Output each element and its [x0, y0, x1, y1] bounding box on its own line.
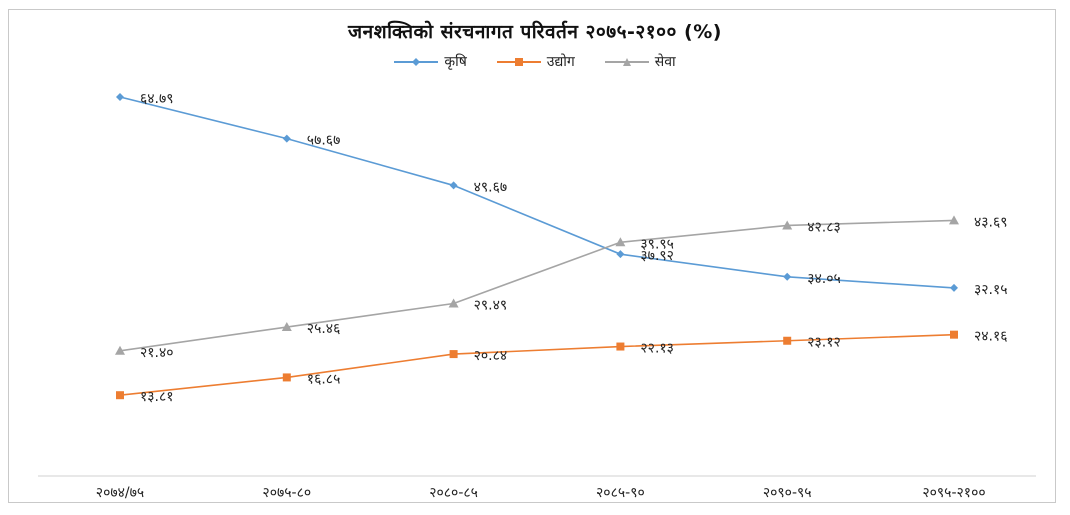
data-point-marker	[449, 350, 458, 359]
data-point-marker	[282, 134, 291, 143]
data-label: ६४.७९	[140, 91, 174, 107]
data-label: ३७.९२	[640, 248, 674, 264]
series-line-0	[119, 96, 955, 289]
data-label: २५.४६	[307, 321, 341, 337]
chart-frame	[8, 9, 1056, 503]
x-tick-label: २०७४/७५	[96, 485, 144, 501]
x-tick-label: २०९५-२१००	[922, 485, 985, 501]
x-tick-label: २०७५-८०	[262, 485, 311, 501]
data-point-marker	[115, 345, 125, 355]
data-point-marker	[616, 250, 625, 259]
data-point-marker	[950, 330, 958, 339]
data-point-marker	[281, 322, 292, 332]
data-point-marker	[282, 373, 291, 382]
data-label: १६.८५	[307, 371, 341, 387]
legend-label-service: सेवा	[654, 54, 676, 70]
data-label: २९.४९	[474, 297, 508, 313]
data-point-marker	[782, 220, 793, 230]
data-label: ४९.६७	[474, 179, 508, 195]
legend-label-industry: उद्योग	[546, 54, 575, 70]
data-label: २१.४०	[140, 345, 174, 361]
legend-item-service: सेवा	[604, 52, 676, 71]
legend-label-agriculture: कृषि	[444, 54, 467, 70]
chart-legend: कृषि उद्योग सेवा	[0, 52, 1070, 71]
data-point-marker	[116, 92, 124, 101]
x-tick-label: २०८५-९०	[596, 485, 645, 501]
data-label: ४२.८३	[807, 219, 841, 235]
x-tick-label: २०९०-९५	[763, 485, 812, 501]
data-point-marker	[449, 181, 458, 190]
legend-item-agriculture: कृषि	[394, 52, 467, 71]
legend-swatch-agriculture	[394, 57, 439, 66]
series-line-2	[119, 219, 955, 352]
data-label: ४३.६९	[974, 214, 1008, 230]
data-label: ३२.१५	[974, 282, 1008, 298]
data-point-marker	[616, 342, 625, 351]
legend-swatch-service	[604, 57, 649, 66]
data-point-marker	[783, 272, 792, 281]
data-label: २३.१२	[807, 335, 841, 351]
chart-title: जनशक्तिको संरचनागत परिवर्तन २०७५-२१०० (%…	[348, 21, 722, 43]
x-tick-label: २०८०-८५	[429, 485, 478, 501]
data-point-marker	[448, 298, 459, 308]
data-point-marker	[615, 237, 626, 247]
data-label: २४.१६	[974, 329, 1008, 345]
data-label: ३४.०५	[807, 271, 841, 287]
data-label: ३९.९५	[640, 236, 674, 252]
data-point-marker	[949, 215, 959, 225]
legend-item-industry: उद्योग	[496, 52, 575, 71]
data-label: १३.८१	[140, 389, 174, 405]
data-point-marker	[950, 283, 958, 292]
data-label: २२.१३	[640, 341, 674, 357]
data-label: २०.८४	[474, 348, 508, 364]
legend-swatch-industry	[496, 57, 541, 66]
data-point-marker	[783, 336, 792, 345]
data-point-marker	[116, 391, 124, 400]
data-label: ५७.६७	[307, 133, 341, 149]
series-line-1	[119, 333, 955, 397]
